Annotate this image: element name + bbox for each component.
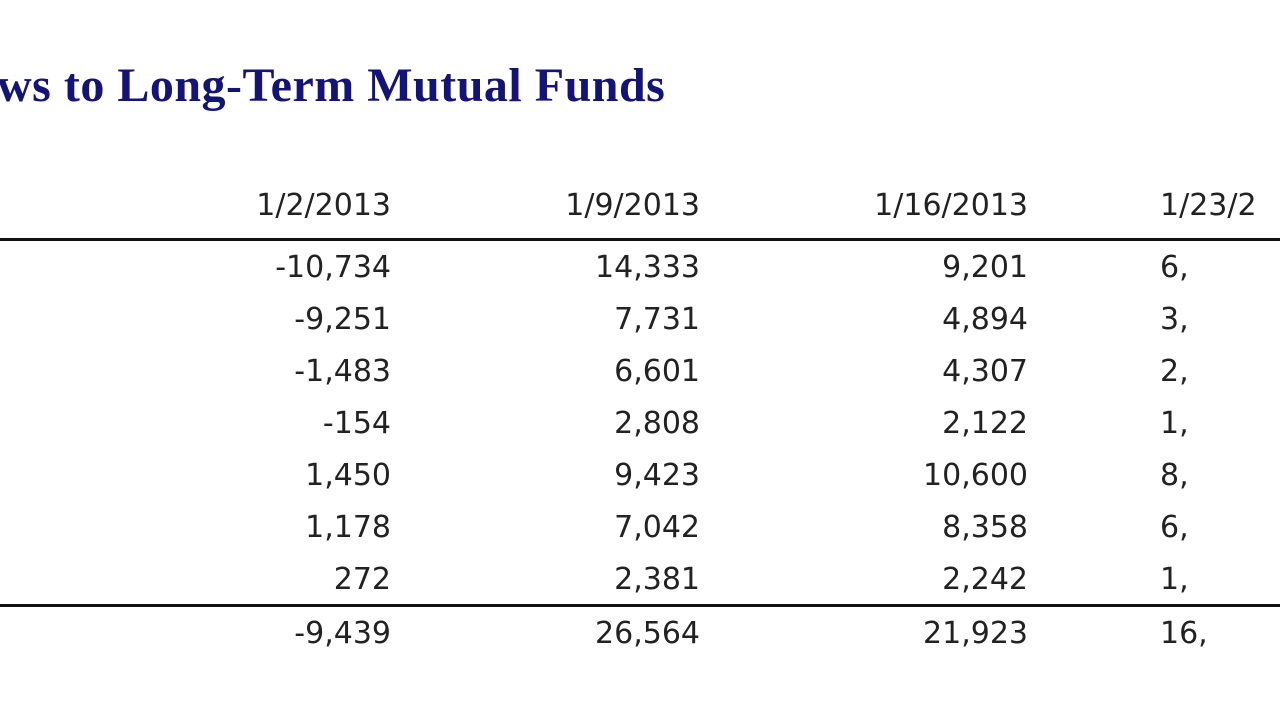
table-cell: 10,600: [923, 458, 1028, 493]
total-cell: 16,: [1160, 616, 1208, 651]
table-cell: 2,381: [614, 562, 700, 597]
column-header: 1/23/2: [1160, 188, 1257, 223]
table-cell: 1,178: [305, 510, 391, 545]
table-cell: 2,808: [614, 406, 700, 441]
column-header: 1/16/2013: [874, 188, 1028, 223]
table-cell: 6,601: [614, 354, 700, 389]
table-cell: 2,122: [942, 406, 1028, 441]
table-cell: -9,251: [294, 302, 391, 337]
table-cell: 7,731: [614, 302, 700, 337]
table-cell: 9,201: [942, 250, 1028, 285]
column-header: 1/9/2013: [565, 188, 700, 223]
table-cell: -1,483: [294, 354, 391, 389]
table-cell: 9,423: [614, 458, 700, 493]
total-cell: -9,439: [294, 616, 391, 651]
total-cell: 21,923: [923, 616, 1028, 651]
table-cell: 3,: [1160, 302, 1189, 337]
total-rule: [0, 604, 1280, 607]
column-header: 1/2/2013: [256, 188, 391, 223]
table-cell: 1,: [1160, 406, 1189, 441]
table-cell: 4,307: [942, 354, 1028, 389]
table-cell: 2,: [1160, 354, 1189, 389]
table-cell: 6,: [1160, 250, 1189, 285]
table-cell: 7,042: [614, 510, 700, 545]
table-cell: 2,242: [942, 562, 1028, 597]
table-cell: 4,894: [942, 302, 1028, 337]
table-cell: 6,: [1160, 510, 1189, 545]
table-cell: 1,450: [305, 458, 391, 493]
table-cell: 1,: [1160, 562, 1189, 597]
header-rule: [0, 238, 1280, 241]
page-title: ws to Long-Term Mutual Funds: [0, 59, 666, 112]
table-cell: -154: [322, 406, 391, 441]
table-cell: 8,358: [942, 510, 1028, 545]
table-cell: 14,333: [595, 250, 700, 285]
table-cell: 272: [333, 562, 391, 597]
table-cell: -10,734: [275, 250, 391, 285]
table-cell: 8,: [1160, 458, 1189, 493]
total-cell: 26,564: [595, 616, 700, 651]
